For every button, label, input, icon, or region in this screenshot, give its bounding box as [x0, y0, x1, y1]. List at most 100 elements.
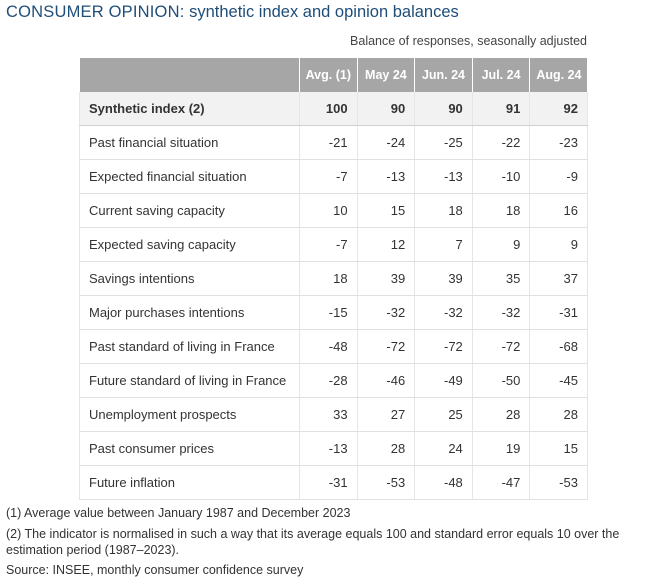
table-cell: 39 [357, 261, 416, 296]
table-cell: -7 [299, 159, 358, 194]
row-label: Past consumer prices [79, 431, 300, 466]
row-label: Major purchases intentions [79, 295, 300, 330]
table-cell: -13 [357, 159, 416, 194]
footnote-2: (2) The indicator is normalised in such … [6, 527, 620, 557]
table-cell: -23 [529, 125, 588, 160]
table-cell: -31 [529, 295, 588, 330]
row-label: Current saving capacity [79, 193, 300, 228]
table-cell: -31 [299, 465, 358, 500]
table-cell: 91 [472, 92, 531, 126]
column-header: May 24 [357, 58, 416, 92]
table-row: Expected saving capacity -7 12 7 9 9 [79, 227, 588, 262]
table-row: Past financial situation -21 -24 -25 -22 -23 [79, 125, 588, 160]
row-label: Future inflation [79, 465, 300, 500]
header-blank [79, 58, 300, 92]
table-cell: -10 [472, 159, 531, 194]
table-cell: 18 [414, 193, 473, 228]
table-cell: -25 [414, 125, 473, 160]
table-cell: 9 [472, 227, 531, 262]
row-label: Future standard of living in France [79, 363, 300, 398]
table-cell: 19 [472, 431, 531, 466]
source-note: Source: INSEE, monthly consumer confiden… [6, 563, 304, 577]
table-cell: 9 [529, 227, 588, 262]
table-cell: -53 [357, 465, 416, 500]
table-cell: 35 [472, 261, 531, 296]
table-cell: -28 [299, 363, 358, 398]
table-cell: -9 [529, 159, 588, 194]
table-cell: 28 [472, 397, 531, 432]
table-cell: 7 [414, 227, 473, 262]
row-label: Unemployment prospects [79, 397, 300, 432]
table-row: Expected financial situation -7 -13 -13 -10-… [79, 159, 588, 194]
table-cell: 92 [529, 92, 588, 126]
row-label: Expected saving capacity [79, 227, 300, 262]
table-cell: 90 [357, 92, 416, 126]
table-row: Past standard of living in France -48 -72-… [79, 329, 588, 364]
footnotes: (1) Average value between January 1987 a… [6, 505, 660, 578]
table-cell: -53 [529, 465, 588, 500]
table-cell: 12 [357, 227, 416, 262]
table-cell: -13 [299, 431, 358, 466]
table-cell: 90 [414, 92, 473, 126]
table-cell: -48 [414, 465, 473, 500]
table-cell: -72 [472, 329, 531, 364]
table-cell: 37 [529, 261, 588, 296]
table-row: Future inflation -31 -53 -48 -47 -53 [79, 465, 588, 500]
table-cell: -50 [472, 363, 531, 398]
table-row: Past consumer prices -13 28 24 19 15 [79, 431, 588, 466]
title-prefix: CONSUMER OPINION: [6, 3, 185, 21]
table-cell: -15 [299, 295, 358, 330]
table-cell: 33 [299, 397, 358, 432]
table-cell: -7 [299, 227, 358, 262]
table-cell: -22 [472, 125, 531, 160]
table-row: Future standard of living in France -28 -4… [79, 363, 588, 398]
table-row: Unemployment prospects 33 27 25 28 28 [79, 397, 588, 432]
table-cell: -46 [357, 363, 416, 398]
row-label: Past financial situation [79, 125, 300, 160]
table-cell: 18 [472, 193, 531, 228]
table-row: Current saving capacity 10 15 18 18 16 [79, 193, 588, 228]
row-label: Expected financial situation [79, 159, 300, 194]
table-cell: -13 [414, 159, 473, 194]
table-cell: -32 [357, 295, 416, 330]
table-cell: -32 [414, 295, 473, 330]
column-header: Jul. 24 [472, 58, 531, 92]
table-unit-caption: Balance of responses, seasonally adjuste… [350, 34, 587, 48]
table-cell: -72 [357, 329, 416, 364]
table-cell: -32 [472, 295, 531, 330]
table-cell: -72 [414, 329, 473, 364]
table-cell: 16 [529, 193, 588, 228]
title-text: synthetic index and opinion balances [184, 3, 459, 21]
column-header: Jun. 24 [414, 58, 473, 92]
table-cell: -68 [529, 329, 588, 364]
table-cell: -48 [299, 329, 358, 364]
table-cell: 27 [357, 397, 416, 432]
table-cell: -24 [357, 125, 416, 160]
table-header-row: Avg. (1) May 24 Jun. 24 Jul. 24 Aug. 24 [79, 58, 588, 92]
table-cell: -45 [529, 363, 588, 398]
footnote-1: (1) Average value between January 1987 a… [6, 506, 351, 520]
table-cell: -49 [414, 363, 473, 398]
row-label: Past standard of living in France [79, 329, 300, 364]
opinion-table: Avg. (1) May 24 Jun. 24 Jul. 24 Aug. 24 … [79, 58, 588, 500]
table-cell: -21 [299, 125, 358, 160]
column-header: Avg. (1) [299, 58, 358, 92]
table-cell: 24 [414, 431, 473, 466]
table-cell: 15 [357, 193, 416, 228]
table-row: Major purchases intentions -15 -32 -32 -32 -3… [79, 295, 588, 330]
table-cell: 28 [357, 431, 416, 466]
page-title: CONSUMER OPINION: synthetic index and op… [6, 3, 459, 22]
table-cell: 100 [299, 92, 358, 126]
table-row: Savings intentions 18 39 39 35 37 [79, 261, 588, 296]
table-cell: 10 [299, 193, 358, 228]
table-cell: 15 [529, 431, 588, 466]
column-header: Aug. 24 [529, 58, 588, 92]
synthetic-index-row: Synthetic index (2) 100 90 90 91 92 [79, 92, 588, 126]
row-label: Savings intentions [79, 261, 300, 296]
table-cell: 28 [529, 397, 588, 432]
table-cell: 25 [414, 397, 473, 432]
row-label: Synthetic index (2) [79, 92, 300, 126]
table-cell: 39 [414, 261, 473, 296]
table-cell: 18 [299, 261, 358, 296]
table-cell: -47 [472, 465, 531, 500]
